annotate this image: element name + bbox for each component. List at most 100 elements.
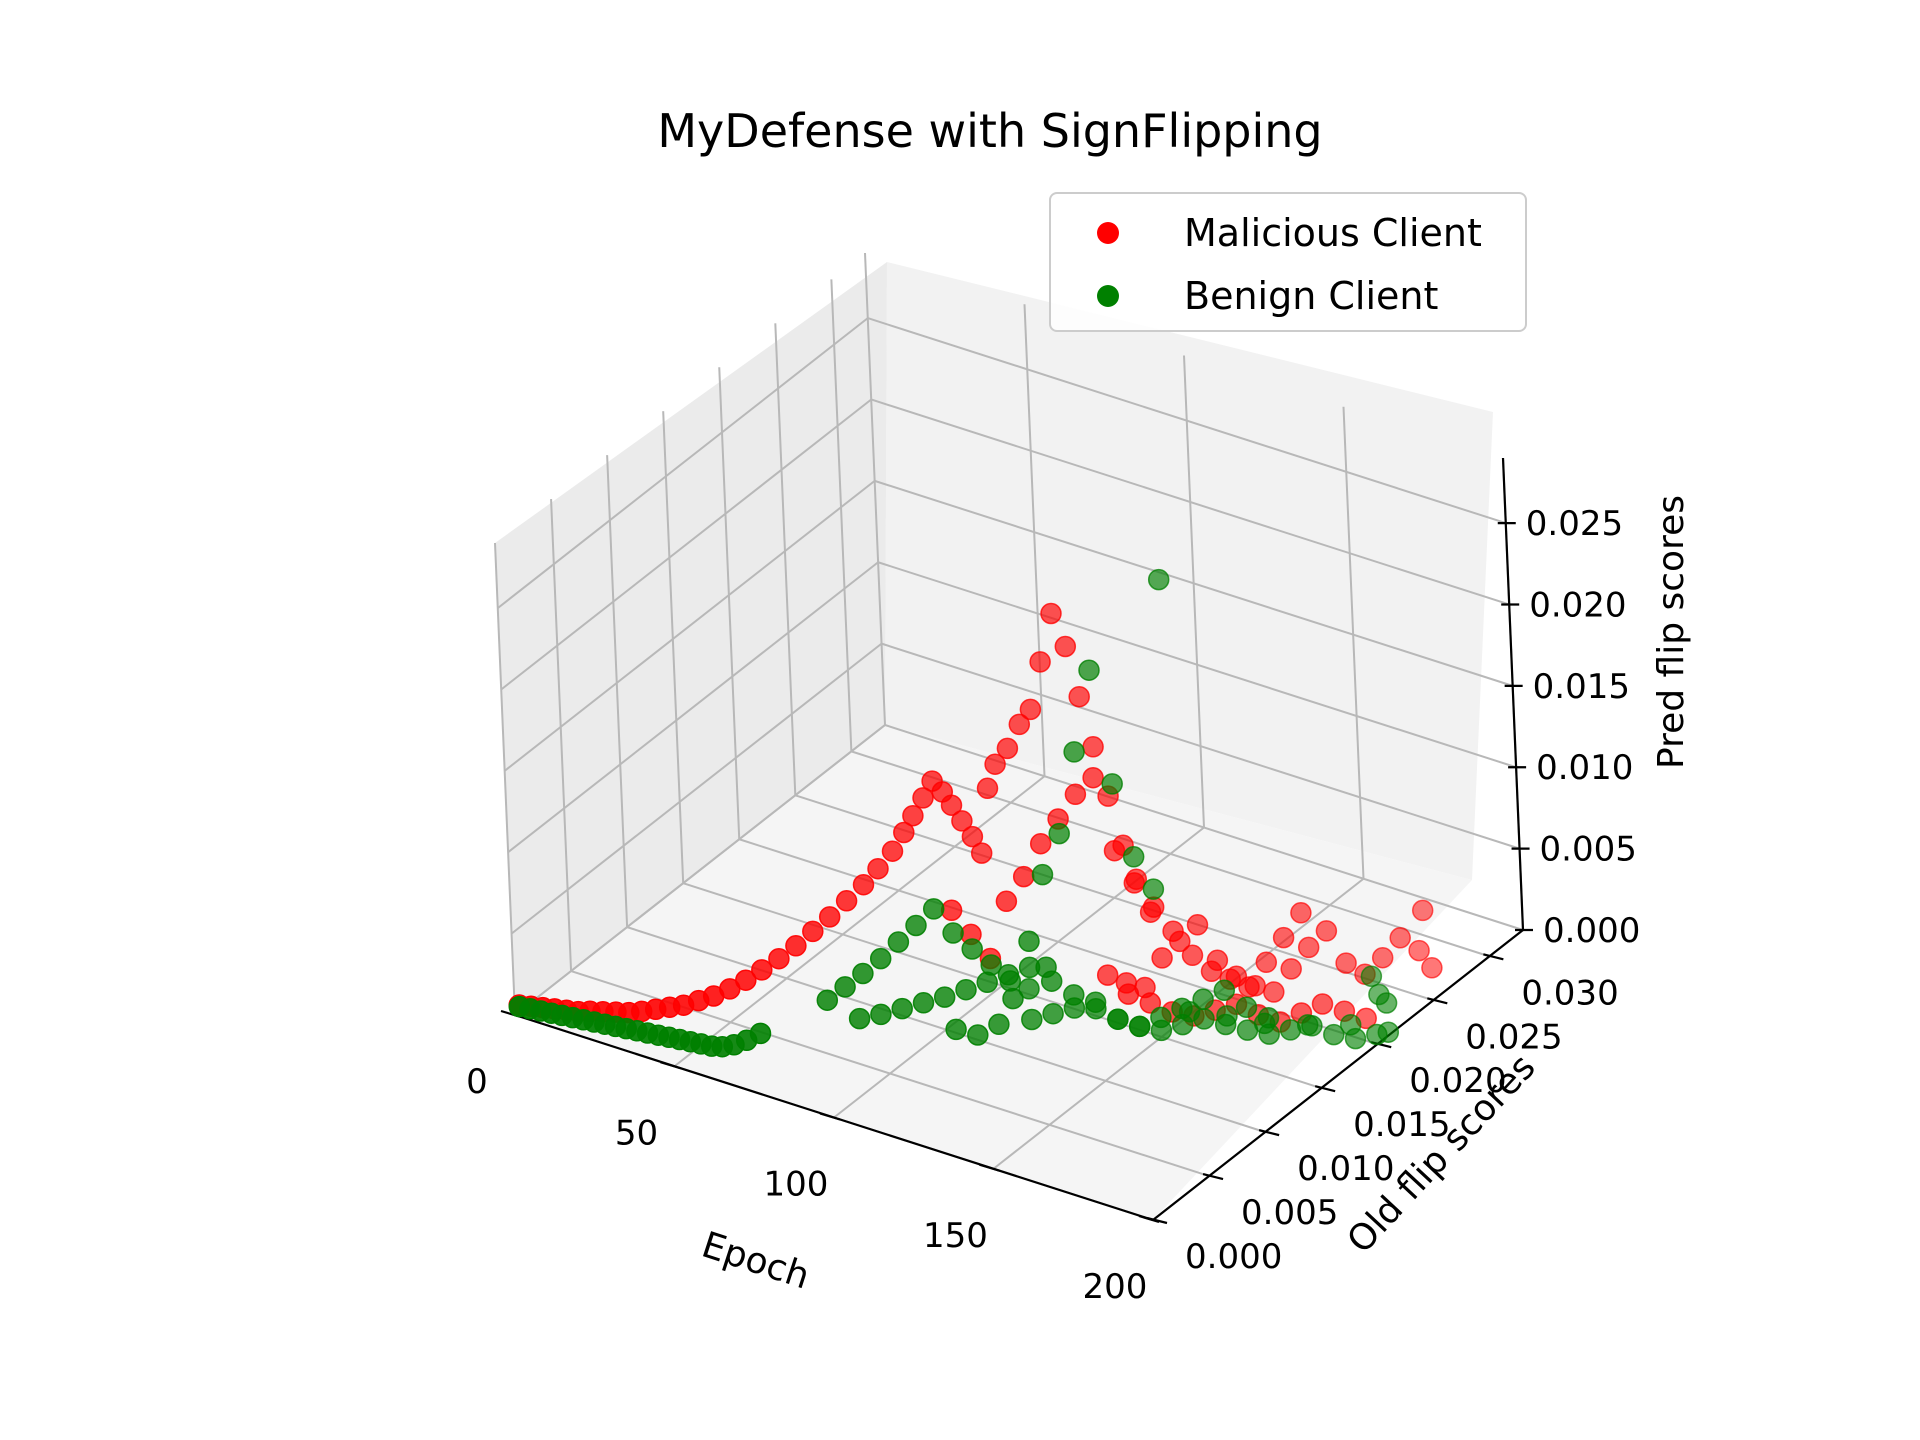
malicious-point — [1181, 944, 1204, 967]
malicious-point — [940, 899, 963, 922]
malicious-point — [867, 857, 889, 880]
y-tick-label: 0.015 — [1353, 1105, 1450, 1145]
benign-point — [1078, 659, 1100, 681]
benign-point — [1193, 1008, 1215, 1030]
benign-point — [945, 1018, 967, 1041]
benign-point — [1128, 1015, 1151, 1038]
benign-point — [1035, 956, 1057, 978]
x-tick-mark — [979, 1163, 1000, 1172]
malicious-point — [1255, 951, 1278, 974]
malicious-point — [1244, 975, 1266, 997]
benign-point — [1048, 822, 1070, 845]
benign-point — [1360, 965, 1383, 988]
malicious-point — [1335, 952, 1357, 974]
malicious-point — [921, 770, 943, 792]
gridline-z-left — [497, 317, 869, 609]
malicious-point — [1123, 872, 1146, 894]
benign-point — [1258, 1023, 1280, 1045]
y-axis-line — [1152, 929, 1524, 1221]
malicious-point — [961, 825, 984, 848]
benign-point — [1031, 863, 1054, 886]
benign-point — [922, 898, 945, 920]
malicious-point — [976, 777, 999, 800]
malicious-point — [995, 890, 1018, 913]
benign-point — [1279, 1019, 1302, 1041]
benign-point — [1101, 773, 1123, 795]
x-tick-mark — [819, 1112, 841, 1121]
y-tick-label: 0.025 — [1465, 1017, 1562, 1057]
legend-marker-malicious — [1097, 222, 1119, 244]
left-pane — [495, 262, 887, 1015]
z-tick-label: 0.020 — [1529, 585, 1626, 625]
benign-point — [852, 962, 874, 985]
y-tick-label: 0.010 — [1297, 1149, 1394, 1189]
gridline-x-back — [864, 252, 886, 726]
malicious-point — [881, 840, 904, 862]
benign-point — [1344, 1027, 1367, 1050]
y-tick-mark — [1427, 997, 1448, 1005]
legend[interactable]: Malicious Client Benign Client — [1049, 192, 1527, 332]
gridline-z-left — [507, 561, 879, 854]
gridline-z-back — [877, 561, 1517, 769]
benign-point — [834, 976, 856, 998]
benign-point — [1375, 992, 1398, 1014]
malicious-point — [1040, 602, 1062, 625]
gridline-x-floor — [673, 775, 1046, 1068]
malicious-point — [1389, 927, 1411, 949]
benign-point — [1018, 978, 1040, 1000]
gridline-x-back — [1023, 304, 1046, 777]
malicious-point — [1169, 930, 1191, 953]
malicious-point — [984, 753, 1006, 775]
benign-point — [997, 964, 1020, 986]
benign-point — [1002, 987, 1024, 1010]
malicious-point — [1371, 946, 1394, 969]
y-tick-mark — [1202, 1172, 1224, 1181]
x-tick-mark — [660, 1061, 681, 1070]
gridline-z-back — [881, 642, 1520, 850]
z-tick-label: 0.015 — [1533, 667, 1630, 707]
axis-lines — [500, 457, 1533, 1225]
gridline-y-left — [606, 455, 629, 928]
gridline-x-back — [1342, 406, 1365, 879]
legend-label-benign: Benign Client — [1184, 274, 1438, 318]
y-tick-label: 0.000 — [1185, 1237, 1282, 1277]
malicious-point — [768, 947, 790, 970]
malicious-point — [1311, 993, 1334, 1015]
z-tick-label: 0.025 — [1526, 504, 1623, 544]
benign-point — [961, 938, 983, 960]
benign-point — [1147, 568, 1170, 591]
z-axis-label: Pred flip scores — [1651, 495, 1692, 769]
benign-point — [869, 947, 892, 970]
gridline-y-left — [718, 367, 741, 840]
malicious-point — [1139, 992, 1162, 1014]
malicious-point — [1082, 736, 1104, 758]
benign-point — [1214, 1013, 1237, 1036]
malicious-point — [1290, 902, 1312, 924]
y-tick-label: 0.020 — [1409, 1061, 1506, 1101]
benign-point — [1042, 1002, 1064, 1025]
axis-panes — [495, 262, 1493, 1220]
benign-point — [816, 989, 839, 1011]
z-tick-label: 0.000 — [1543, 911, 1640, 951]
benign-point — [967, 1024, 989, 1046]
malicious-point — [1263, 981, 1285, 1003]
benign-point — [848, 1007, 871, 1030]
malicious-point — [1096, 964, 1119, 986]
gridline-z-back — [867, 317, 1507, 525]
malicious-point — [1272, 926, 1295, 949]
benign-point — [1122, 846, 1145, 868]
benign-point — [1084, 991, 1107, 1013]
gridline-z-left — [504, 480, 876, 772]
y-tick-label: 0.030 — [1521, 973, 1618, 1013]
malicious-point — [1186, 914, 1209, 936]
x-axis-label: Epoch — [697, 1225, 815, 1298]
benign-point — [1063, 741, 1085, 763]
benign-point — [891, 997, 913, 1020]
malicious-point — [1280, 958, 1302, 980]
legend-frame — [1049, 192, 1527, 332]
malicious-point — [951, 810, 973, 832]
benign-point — [1366, 1023, 1388, 1046]
gridline-y-left — [494, 542, 516, 1016]
benign-point — [1192, 988, 1214, 1011]
